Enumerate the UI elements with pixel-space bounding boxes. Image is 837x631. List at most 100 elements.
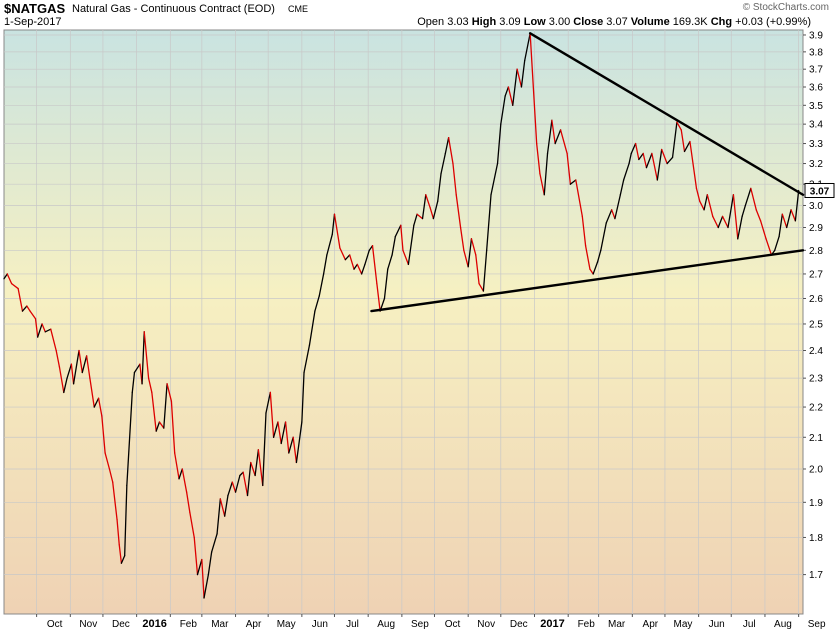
series-segment xyxy=(301,371,305,423)
y-tick-label: 2.7 xyxy=(809,269,823,280)
series-segment xyxy=(72,349,80,385)
x-tick-label: Jun xyxy=(709,619,725,630)
series-segment xyxy=(619,179,625,196)
series-segment xyxy=(112,481,118,521)
series-segment xyxy=(706,194,714,218)
series-segment xyxy=(765,238,773,256)
series-segment xyxy=(575,179,583,218)
series-segment xyxy=(265,391,271,414)
series-segment xyxy=(569,179,577,185)
y-tick-label: 3.3 xyxy=(809,139,823,150)
series-segment xyxy=(470,238,477,256)
series-segment xyxy=(250,461,256,477)
series-segment xyxy=(478,283,485,292)
series-segment xyxy=(216,498,221,535)
trendlines xyxy=(370,32,805,313)
series-segment xyxy=(589,268,594,275)
series-segment xyxy=(29,310,37,320)
series-segment xyxy=(651,152,658,181)
series-segment xyxy=(331,213,336,235)
series-segment xyxy=(254,449,260,477)
x-tick-label: Mar xyxy=(211,619,229,630)
series-segment xyxy=(500,95,506,125)
series-segment xyxy=(166,383,173,402)
series-segment xyxy=(333,213,341,249)
y-tick-label: 2.4 xyxy=(809,346,823,357)
series-segment xyxy=(133,363,141,374)
symbol: $NATGAS xyxy=(4,1,66,16)
series-segment xyxy=(721,215,729,229)
series-segment xyxy=(104,452,111,470)
date: 1-Sep-2017 xyxy=(4,16,62,28)
series-segment xyxy=(676,121,682,131)
series-segment xyxy=(174,452,180,480)
series-segment xyxy=(201,558,205,599)
series-segment xyxy=(356,263,363,275)
series-segment xyxy=(34,318,39,338)
x-tick-label: Apr xyxy=(246,619,262,630)
series-segment xyxy=(227,481,233,497)
trendline xyxy=(528,32,805,196)
x-tick-label: Jul xyxy=(346,619,359,630)
x-tick-label: Aug xyxy=(377,619,395,630)
y-tick-label: 3.9 xyxy=(809,30,823,41)
series-segment xyxy=(755,209,762,222)
series-segment xyxy=(717,215,724,229)
series-segment xyxy=(699,200,705,211)
series-segment xyxy=(444,137,450,155)
y-tick-label: 2.0 xyxy=(809,464,823,475)
series-segment xyxy=(224,494,229,517)
series-segment xyxy=(193,536,199,576)
series-segment xyxy=(262,412,267,487)
series-segment xyxy=(155,421,161,432)
series-segment xyxy=(437,173,442,202)
grid-lines xyxy=(4,30,803,614)
x-tick-label: May xyxy=(277,619,296,630)
series-segment xyxy=(303,344,311,374)
series-segment xyxy=(605,209,613,224)
series-segment xyxy=(524,32,531,62)
series-segment xyxy=(778,213,783,238)
x-tick-label: Dec xyxy=(112,619,130,630)
series-segment xyxy=(539,173,545,196)
series-segment xyxy=(37,323,43,338)
series-segment xyxy=(21,305,28,312)
series-segment xyxy=(611,209,616,220)
series-segment xyxy=(163,383,168,429)
series-segment xyxy=(774,235,780,251)
series-segment xyxy=(695,187,701,202)
y-tick-label: 2.5 xyxy=(809,319,823,330)
y-tick-label: 2.2 xyxy=(809,403,823,414)
series-segment xyxy=(566,152,572,185)
series-segment xyxy=(322,254,328,275)
x-tick-label: May xyxy=(673,619,692,630)
series-segment xyxy=(429,207,435,220)
series-segment xyxy=(101,415,106,454)
series-segment xyxy=(141,331,145,385)
series-segment xyxy=(41,323,46,333)
series-segment xyxy=(6,273,13,285)
series-segment xyxy=(246,461,252,497)
open-value: 3.03 xyxy=(447,16,469,28)
series-segment xyxy=(689,140,698,190)
series-segment xyxy=(507,86,514,106)
series-segment xyxy=(512,68,518,106)
series-segment xyxy=(196,558,203,576)
x-tick-label: Jun xyxy=(312,619,328,630)
last-value-box xyxy=(804,182,835,198)
series-segment xyxy=(759,220,767,240)
x-tick-label: Oct xyxy=(47,619,63,630)
series-segment xyxy=(219,498,226,517)
y-tick-label: 3.6 xyxy=(809,82,823,93)
series-segment xyxy=(416,213,424,220)
series-segment xyxy=(622,162,630,181)
series-segment xyxy=(504,86,510,97)
series-segment xyxy=(210,533,218,553)
series-segment xyxy=(318,273,325,297)
series-segment xyxy=(97,397,103,417)
y-tick-label: 2.9 xyxy=(809,223,823,234)
series-segment xyxy=(447,137,454,165)
last-value-label: 3.07 xyxy=(810,186,830,197)
series-segment xyxy=(394,224,402,238)
series-segment xyxy=(475,254,480,285)
